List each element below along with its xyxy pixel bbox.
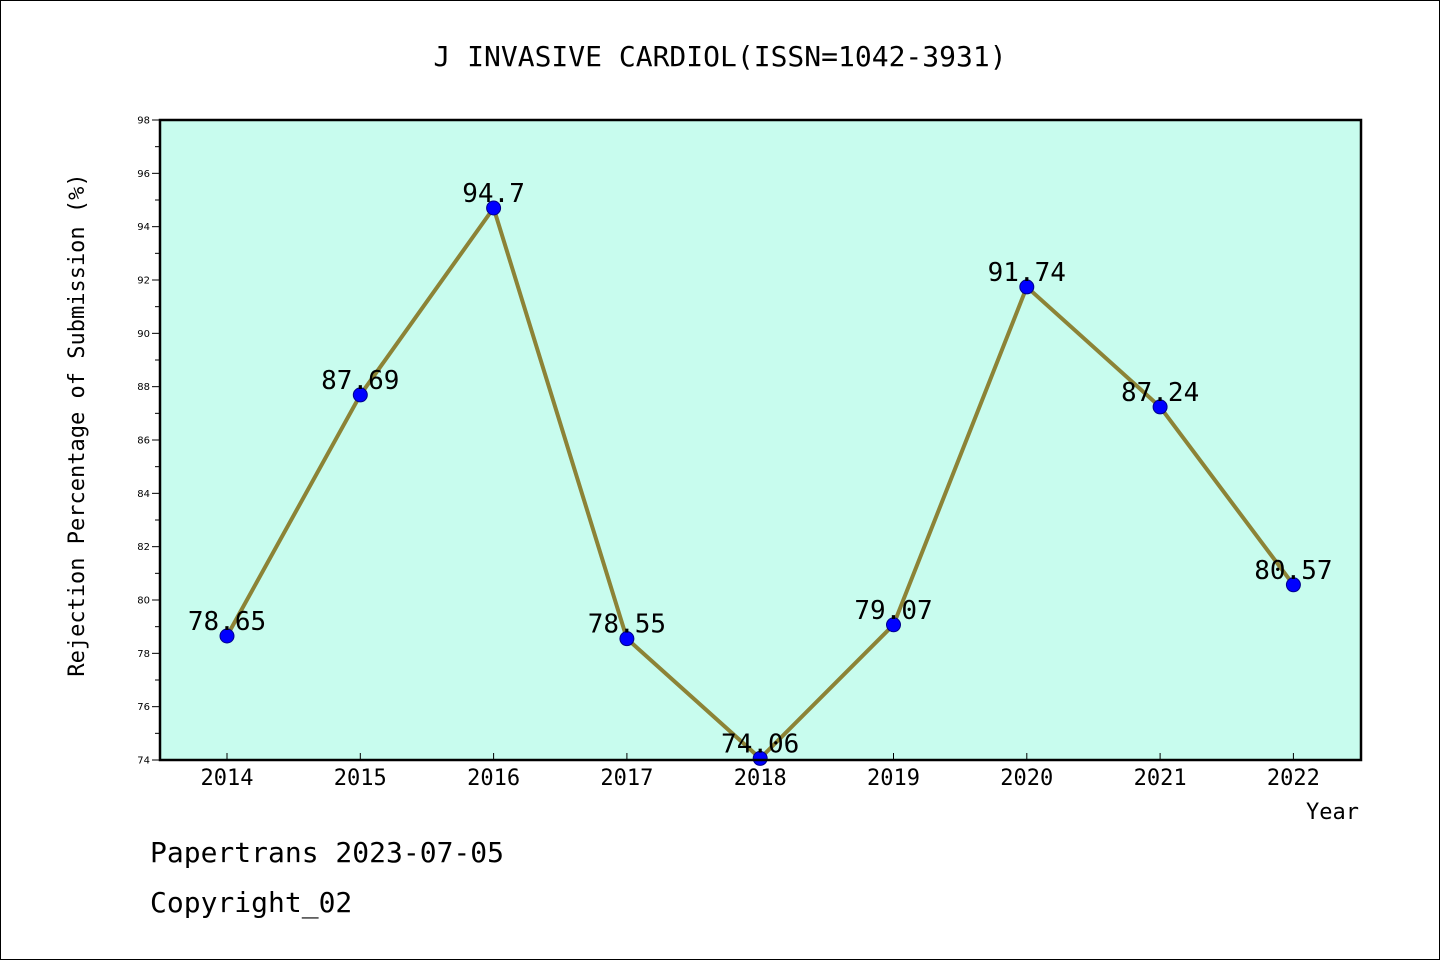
y-tick-label: 88 [137, 382, 150, 393]
data-point [752, 750, 768, 766]
y-axis-label: Rejection Percentage of Submission (%) [65, 173, 90, 676]
data-label: 87.24 [1121, 378, 1199, 408]
chart-title: J INVASIVE CARDIOL(ISSN=1042-3931) [433, 40, 1006, 73]
x-tick-label: 2022 [1267, 766, 1320, 791]
y-tick-label: 90 [137, 329, 150, 340]
data-point [619, 631, 635, 647]
x-axis: 2014 2015 2016 2017 2018 2019 2020 2021 2022 [201, 753, 1320, 791]
x-tick-label: 2018 [734, 766, 787, 791]
data-label: 91.74 [988, 258, 1066, 288]
series-layer: 78.65 87.69 94.7 78.55 74.06 79.07 91.74 87.24 8… [188, 179, 1333, 766]
data-label: 87.69 [321, 366, 399, 396]
x-tick-label: 2019 [867, 766, 920, 791]
footer-date-text: Papertrans 2023-07-05 [150, 836, 505, 869]
y-tick-label: 80 [137, 596, 150, 607]
plot-border [158, 118, 1363, 762]
data-point [219, 628, 235, 644]
x-tick-label: 2017 [600, 766, 653, 791]
data-point [1019, 279, 1035, 295]
data-point [486, 200, 502, 216]
data-point [1152, 399, 1168, 415]
x-tick-label: 2014 [201, 766, 254, 791]
data-label: 79.07 [854, 596, 932, 626]
x-tick-label: 2016 [467, 766, 520, 791]
footer-copyright-text: Copyright_02 [150, 886, 353, 919]
data-label: 78.55 [588, 610, 666, 640]
data-point [1285, 577, 1301, 593]
y-tick-label: 92 [137, 276, 150, 287]
y-tick-label: 74 [137, 756, 150, 767]
x-tick-label: 2020 [1000, 766, 1053, 791]
y-tick-label: 86 [137, 436, 150, 447]
y-tick-label: 98 [137, 116, 150, 127]
data-label: 80.57 [1254, 556, 1332, 586]
y-axis: 74 76 78 80 82 84 86 88 90 92 94 96 98 [137, 116, 160, 767]
y-tick-label: 96 [137, 169, 150, 180]
data-point [352, 387, 368, 403]
x-tick-label: 2021 [1134, 766, 1187, 791]
data-label: 78.65 [188, 607, 266, 637]
plot-area [160, 120, 1361, 760]
data-point [886, 617, 901, 633]
data-label: 94.7 [462, 179, 525, 209]
y-tick-label: 94 [137, 222, 150, 233]
x-axis-label: Year [1306, 800, 1359, 825]
y-tick-label: 82 [137, 542, 150, 553]
data-label: 74.06 [721, 729, 799, 759]
y-tick-label: 78 [137, 649, 150, 660]
y-tick-label: 84 [137, 489, 150, 500]
x-tick-label: 2015 [334, 766, 387, 791]
y-tick-label: 76 [137, 702, 150, 713]
